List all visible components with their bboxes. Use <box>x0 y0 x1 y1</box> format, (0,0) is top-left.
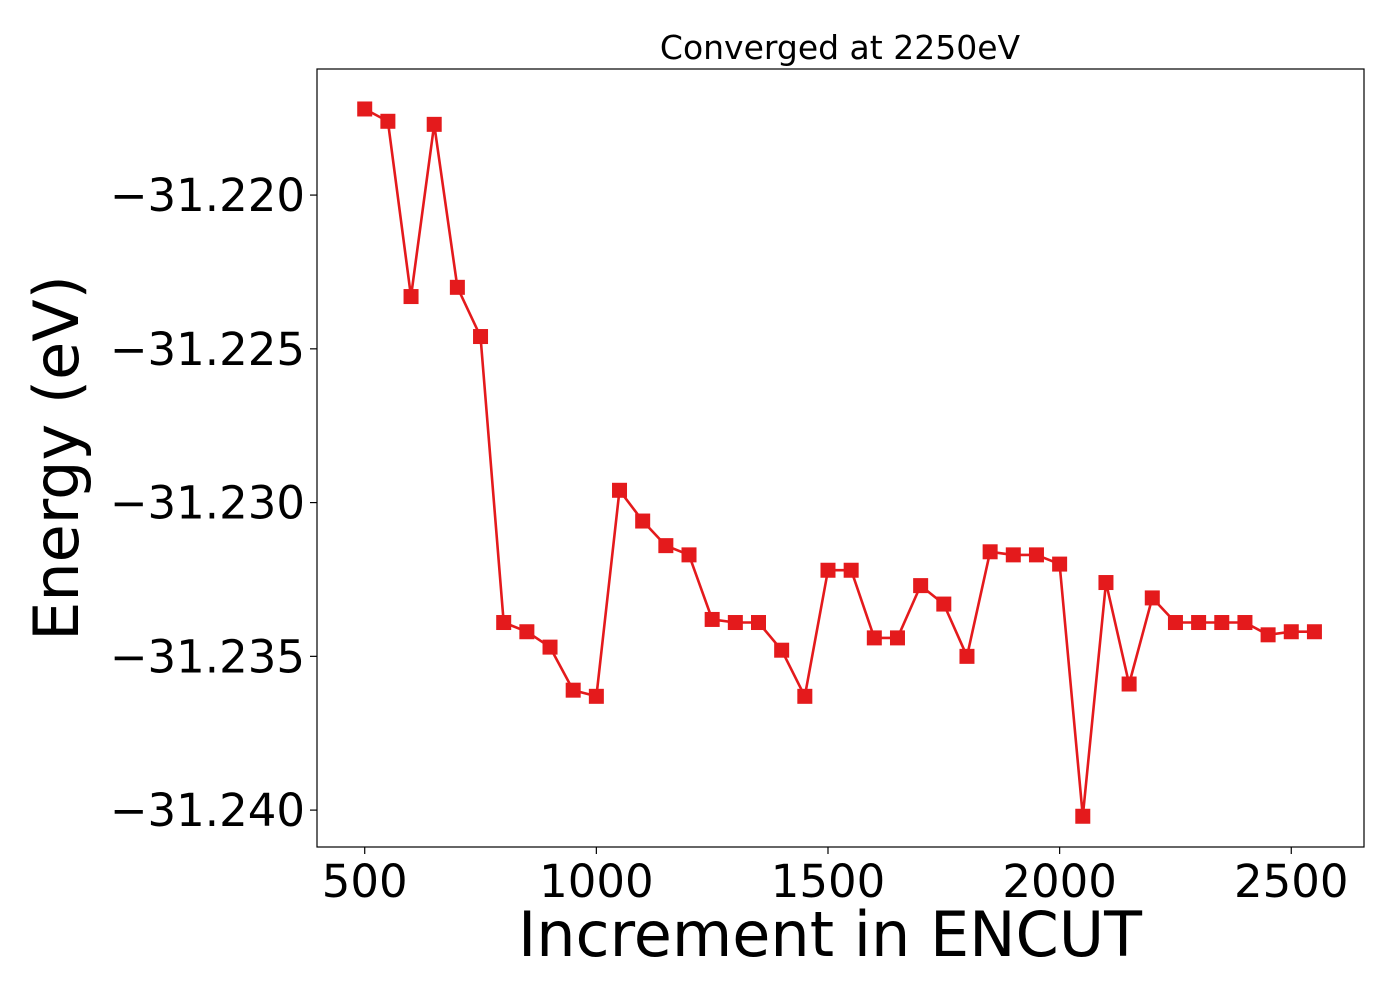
data-point <box>820 562 836 578</box>
data-point <box>751 615 767 631</box>
data-point <box>635 513 651 529</box>
data-point <box>866 630 882 646</box>
data-point <box>1075 808 1091 824</box>
data-point <box>1052 556 1068 572</box>
data-point <box>1191 615 1207 631</box>
data-point <box>936 596 952 612</box>
data-point <box>982 544 998 560</box>
y-tick-label: −31.235 <box>110 630 305 683</box>
x-tick-label: 2000 <box>1002 855 1117 908</box>
chart-title: Converged at 2250eV <box>660 28 1021 67</box>
x-tick-label: 2500 <box>1234 855 1349 908</box>
x-axis-label: Increment in ENCUT <box>518 898 1143 971</box>
plot-frame <box>316 68 1365 848</box>
data-point <box>1005 547 1021 563</box>
y-tick-label: −31.230 <box>110 477 305 530</box>
data-point <box>565 682 581 698</box>
data-point <box>542 639 558 655</box>
x-axis: 500 1000 1500 2000 2500 <box>322 847 1349 908</box>
data-point <box>1121 676 1137 692</box>
data-point <box>473 329 489 345</box>
data-point <box>380 113 396 129</box>
y-axis-label: Energy (eV) <box>20 275 93 641</box>
x-tick-label: 500 <box>322 855 408 908</box>
data-point <box>774 642 790 658</box>
data-point <box>588 688 604 704</box>
series-layer <box>357 101 1322 824</box>
data-point <box>959 648 975 664</box>
data-point <box>519 624 535 640</box>
data-point <box>496 615 512 631</box>
data-point <box>797 688 813 704</box>
series-line <box>364 107 1315 818</box>
data-point <box>1028 547 1044 563</box>
data-point <box>1167 615 1183 631</box>
x-tick-label: 1500 <box>771 855 886 908</box>
data-point <box>426 116 442 132</box>
data-point <box>681 547 697 563</box>
data-point <box>704 611 720 627</box>
data-point <box>1283 624 1299 640</box>
data-point <box>1306 624 1322 640</box>
data-point <box>843 562 859 578</box>
y-tick-label: −31.240 <box>110 784 305 837</box>
y-tick-label: −31.225 <box>110 323 305 376</box>
data-point <box>658 538 674 554</box>
data-point <box>1237 615 1253 631</box>
data-point <box>1098 575 1114 591</box>
data-point <box>357 101 373 117</box>
data-point <box>727 615 743 631</box>
data-point <box>612 482 628 498</box>
x-tick-label: 1000 <box>539 855 654 908</box>
data-point <box>889 630 905 646</box>
data-point <box>913 578 929 594</box>
y-tick-label: −31.220 <box>110 169 305 222</box>
data-point <box>1214 615 1230 631</box>
data-point <box>1144 590 1160 606</box>
data-point <box>1260 627 1276 643</box>
data-point <box>449 279 465 295</box>
data-point <box>403 289 419 305</box>
y-axis: −31.220 −31.225 −31.230 −31.235 −31.240 <box>110 169 317 837</box>
